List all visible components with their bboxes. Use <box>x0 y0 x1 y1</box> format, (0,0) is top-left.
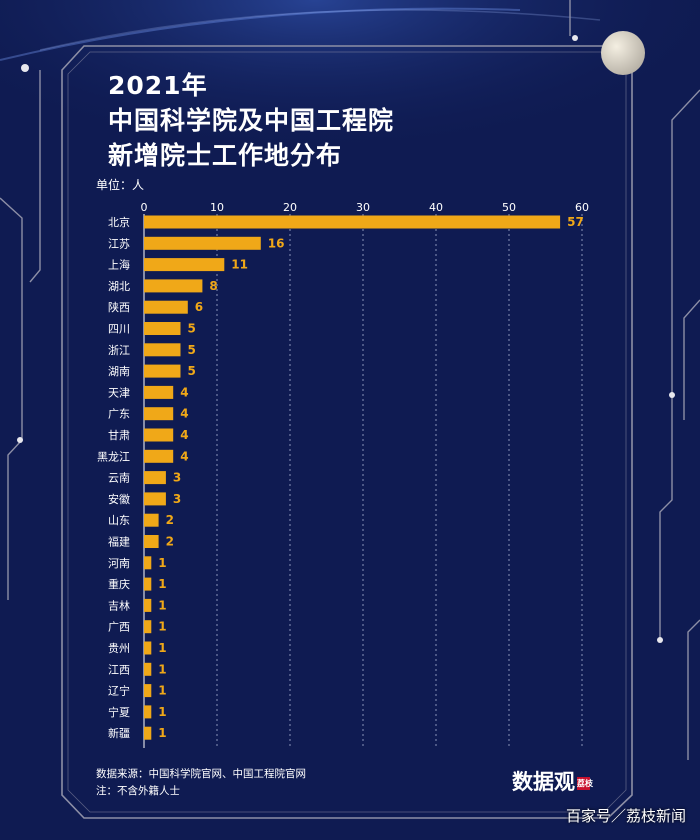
bar <box>144 726 152 740</box>
x-tick-label: 10 <box>210 201 224 214</box>
data-label: 3 <box>173 492 181 506</box>
bar <box>144 620 152 634</box>
data-label: 4 <box>180 407 188 421</box>
category-label: 贵州 <box>108 642 130 655</box>
data-label: 4 <box>180 449 188 463</box>
category-label: 福建 <box>108 535 130 549</box>
bar <box>144 662 152 676</box>
bar <box>144 300 188 314</box>
data-label: 2 <box>166 513 174 527</box>
brand-logo: 数据观 荔枝 <box>512 766 593 800</box>
x-tick-label: 40 <box>429 201 443 214</box>
unit-label: 单位：人 <box>96 178 145 192</box>
bar <box>144 385 174 399</box>
title-line-1: 2021年 <box>108 71 208 100</box>
bar <box>144 428 174 442</box>
bar <box>144 279 203 293</box>
source-line: 数据来源：中国科学院官网、中国工程院官网 <box>96 768 306 780</box>
data-label: 8 <box>209 279 217 293</box>
note-line: 注：不含外籍人士 <box>96 785 180 797</box>
bar <box>144 471 166 485</box>
bar <box>144 641 152 655</box>
bar <box>144 322 181 335</box>
category-label: 陕西 <box>108 300 130 314</box>
bar <box>144 513 159 527</box>
data-label: 11 <box>231 258 248 272</box>
data-label: 5 <box>188 364 196 378</box>
data-label: 2 <box>166 535 174 549</box>
category-label: 江西 <box>108 663 130 676</box>
data-label: 16 <box>268 236 285 250</box>
bar <box>144 236 261 250</box>
bar <box>144 556 152 570</box>
category-label: 河南 <box>108 557 130 570</box>
data-label: 1 <box>158 726 166 740</box>
category-label: 新疆 <box>108 726 130 740</box>
data-label: 1 <box>158 598 166 612</box>
category-label: 重庆 <box>108 577 130 591</box>
category-label: 四川 <box>108 323 130 336</box>
category-label: 浙江 <box>108 344 130 357</box>
category-label: 广西 <box>108 621 130 634</box>
x-tick-label: 30 <box>356 201 370 214</box>
x-tick-label: 60 <box>575 201 589 214</box>
bar <box>144 215 561 229</box>
category-label: 湖南 <box>108 365 130 378</box>
category-label: 上海 <box>108 258 130 272</box>
data-label: 5 <box>188 322 196 336</box>
data-label: 4 <box>180 428 188 442</box>
data-label: 1 <box>158 641 166 655</box>
data-label: 1 <box>158 684 166 698</box>
data-label: 6 <box>195 300 203 314</box>
category-label: 云南 <box>108 472 130 485</box>
bar <box>144 364 181 378</box>
category-label: 黑龙江 <box>97 450 130 463</box>
category-label: 湖北 <box>108 280 130 293</box>
category-label: 天津 <box>108 386 130 399</box>
category-label: 宁夏 <box>108 705 130 719</box>
bar <box>144 343 181 357</box>
bar <box>144 535 159 548</box>
x-tick-label: 20 <box>283 201 297 214</box>
data-label: 5 <box>188 343 196 357</box>
logo-badge: 荔枝 <box>577 777 593 790</box>
logo-text: 数据观 <box>512 769 575 794</box>
category-label: 吉林 <box>108 598 130 612</box>
bar <box>144 407 174 421</box>
x-tick-label: 50 <box>502 201 516 214</box>
data-label: 3 <box>173 471 181 485</box>
title-line-3: 新增院士工作地分布 <box>108 141 343 170</box>
category-label: 北京 <box>108 215 130 229</box>
title-line-2: 中国科学院及中国工程院 <box>108 106 395 135</box>
bar <box>144 684 152 698</box>
data-label: 1 <box>158 577 166 591</box>
category-label: 安徽 <box>108 492 130 506</box>
bar <box>144 492 166 506</box>
category-label: 江苏 <box>108 237 130 250</box>
category-label: 甘肃 <box>108 429 130 442</box>
bar <box>144 258 225 272</box>
category-label: 辽宁 <box>108 684 130 698</box>
data-label: 1 <box>158 662 166 676</box>
data-label: 1 <box>158 705 166 719</box>
bar <box>144 449 174 463</box>
data-label: 1 <box>158 620 166 634</box>
data-label: 4 <box>180 385 188 399</box>
x-tick-label: 0 <box>141 201 148 214</box>
bar <box>144 577 152 591</box>
watermark: 百家号／荔枝新闻 <box>565 807 686 825</box>
category-label: 广东 <box>108 408 130 421</box>
bar <box>144 598 152 612</box>
category-label: 山东 <box>108 514 130 527</box>
data-label: 1 <box>158 556 166 570</box>
data-label: 57 <box>567 215 584 229</box>
bar <box>144 705 152 719</box>
